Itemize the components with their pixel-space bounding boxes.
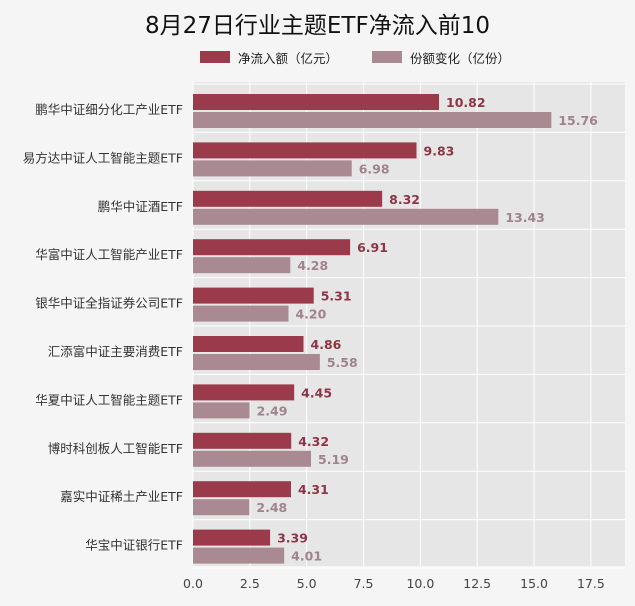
category-label: 华富中证人工智能产业ETF	[35, 247, 183, 262]
bar-inflow	[193, 384, 295, 401]
category-label: 华宝中证银行ETF	[85, 538, 183, 553]
value-label-share-change: 5.19	[318, 452, 349, 467]
legend-swatch-inflow	[200, 51, 230, 63]
x-tick-label: 2.5	[240, 576, 260, 591]
x-tick-label: 10.0	[406, 576, 434, 591]
category-label: 嘉实中证稀土产业ETF	[60, 489, 183, 504]
x-tick-label: 0.0	[183, 576, 203, 591]
value-label-share-change: 13.43	[505, 210, 545, 225]
value-label-inflow: 6.91	[357, 240, 388, 255]
bar-inflow	[193, 336, 304, 352]
value-label-inflow: 4.32	[298, 434, 329, 449]
chart-title: 8月27日行业主题ETF净流入前10	[145, 13, 490, 39]
bar-inflow	[193, 481, 291, 498]
legend: 净流入额（亿元） 份额变化（亿份）	[200, 48, 544, 66]
bar-share-change	[193, 354, 320, 370]
category-label: 博时科创板人工智能ETF	[48, 441, 183, 456]
x-tick-label: 12.5	[463, 576, 491, 591]
x-tick-label: 15.0	[520, 576, 548, 591]
value-label-share-change: 5.58	[327, 355, 358, 370]
legend-swatch-share-change	[372, 51, 403, 63]
x-tick-label: 7.5	[354, 576, 374, 591]
value-label-share-change: 4.01	[291, 549, 322, 564]
category-label: 银华中证全指证券公司ETF	[35, 296, 183, 311]
legend-item-inflow: 净流入额（亿元）	[200, 48, 338, 67]
value-label-share-change: 15.76	[558, 113, 598, 128]
bar-share-change	[193, 402, 250, 419]
bar-inflow	[193, 432, 292, 449]
legend-item-share-change: 份额变化（亿份）	[372, 48, 510, 67]
bar-inflow	[193, 529, 271, 546]
bar-share-change	[193, 547, 285, 564]
value-label-inflow: 5.31	[321, 289, 352, 304]
value-label-inflow: 4.86	[311, 337, 342, 352]
bar-inflow	[193, 94, 440, 110]
category-label: 鹏华中证细分化工产业ETF	[35, 102, 183, 117]
x-tick-label: 5.0	[297, 576, 317, 591]
bar-inflow	[193, 287, 314, 304]
value-label-share-change: 4.28	[297, 258, 328, 273]
bar-share-change	[193, 208, 499, 225]
category-label: 易方达中证人工智能主题ETF	[23, 150, 183, 165]
bar-inflow	[193, 239, 351, 256]
value-label-share-change: 2.48	[256, 500, 287, 515]
legend-label-share-change: 份额变化（亿份）	[410, 50, 511, 66]
legend-label-inflow: 净流入额（亿元）	[238, 50, 339, 66]
bar-share-change	[193, 499, 250, 516]
value-label-inflow: 4.31	[298, 482, 329, 497]
value-label-inflow: 10.82	[446, 95, 486, 110]
value-label-inflow: 4.45	[301, 385, 332, 400]
value-label-inflow: 3.39	[277, 531, 308, 546]
value-label-share-change: 2.49	[257, 403, 288, 418]
bar-inflow	[193, 190, 383, 207]
value-label-inflow: 9.83	[424, 143, 455, 158]
value-label-inflow: 8.32	[389, 192, 420, 207]
category-label: 华夏中证人工智能主题ETF	[35, 392, 183, 407]
bar-inflow	[193, 142, 417, 159]
bar-share-change	[193, 305, 289, 322]
bar-share-change	[193, 257, 291, 274]
value-label-share-change: 6.98	[359, 161, 390, 176]
bar-share-change	[193, 112, 552, 128]
bar-share-change	[193, 450, 312, 467]
bar-share-change	[193, 160, 352, 177]
x-tick-label: 17.5	[577, 576, 605, 591]
category-label: 鹏华中证酒ETF	[98, 199, 183, 214]
value-label-share-change: 4.20	[295, 307, 326, 322]
category-label: 汇添富中证主要消费ETF	[48, 344, 183, 359]
